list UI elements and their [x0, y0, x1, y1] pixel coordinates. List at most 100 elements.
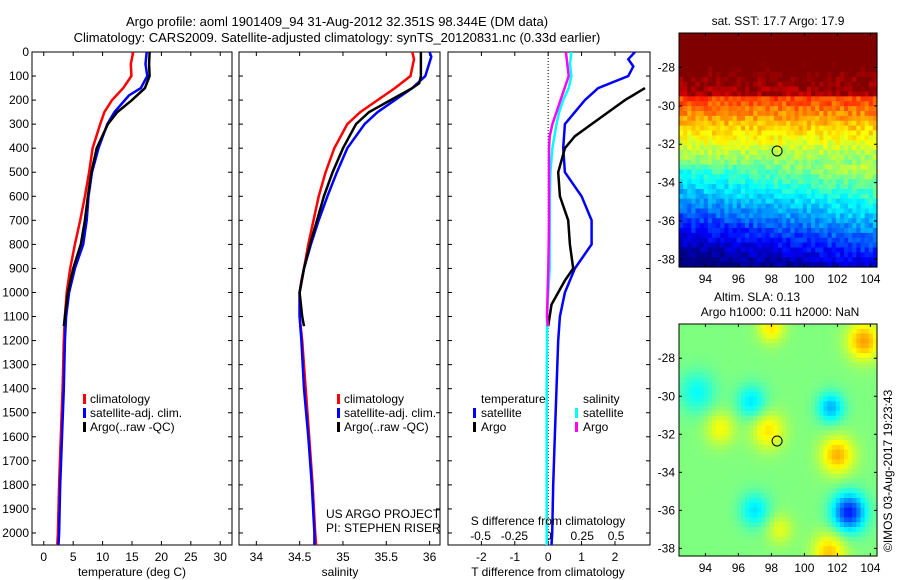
x2-tick-label: 0.5 — [608, 529, 625, 543]
project-annotation-line1: US ARGO PROJECT — [326, 507, 441, 521]
y-tick-label: 1800 — [2, 478, 29, 492]
legend-label-t-satellite: satellite — [481, 406, 522, 420]
y-tick-label: 1300 — [2, 358, 29, 372]
sla-map-title: Altim. SLA: 0.13 — [714, 290, 800, 304]
x-tick-label: 34 — [250, 550, 264, 564]
temperature-legend: climatology satellite-adj. clim. Argo(..… — [83, 392, 182, 434]
y-tick-label: -28 — [658, 61, 676, 75]
figure-title-line1: Argo profile: aoml 1901409_94 31-Aug-201… — [126, 14, 548, 29]
y-tick-label: -30 — [658, 389, 676, 403]
map-field — [679, 324, 878, 557]
legend-label-climatology: climatology — [90, 392, 150, 406]
y-tick-label: -38 — [658, 541, 676, 555]
y-tick-label: -32 — [658, 137, 676, 151]
salinity-legend: climatology satellite-adj. clim. Argo(..… — [337, 392, 436, 434]
argo-location-marker — [771, 435, 783, 447]
salinity-xlabel: salinity — [322, 565, 359, 579]
plot-frame — [31, 51, 233, 546]
x-tick-label: 36 — [423, 550, 437, 564]
x-tick-label: 5 — [70, 550, 77, 564]
series-line-climatology — [298, 51, 416, 546]
legend-label-satellite: satellite-adj. clim. — [90, 406, 182, 420]
y-tick-label: 200 — [9, 93, 29, 107]
y-tick-label: 300 — [9, 117, 29, 131]
difference-panel: -2 -1 0 1 2 -0.5 -0.25 0 0.25 0.5 — [447, 51, 651, 564]
legend-swatch-satellite — [337, 408, 340, 418]
y-tick-label: 1600 — [2, 430, 29, 444]
imos-timestamp: ©IMOS 03-Aug-2017 19:23:43 — [881, 389, 895, 552]
x-tick-label: 35.5 — [375, 550, 399, 564]
x-tick-label: 98 — [765, 561, 779, 575]
y-tick-label: 0 — [22, 45, 29, 59]
legend-label-argo: Argo(..raw -QC) — [344, 420, 429, 434]
temperature-panel: 0100200300400500600700800900100011001200… — [2, 45, 233, 564]
x2-tick-label: -0.5 — [470, 529, 491, 543]
sst-map-title: sat. SST: 17.7 Argo: 17.9 — [712, 14, 845, 28]
x-tick-label: 0 — [40, 550, 47, 564]
y-tick-label: 500 — [9, 165, 29, 179]
argo-location-marker — [771, 145, 783, 157]
legend-label-argo: Argo(..raw -QC) — [90, 420, 175, 434]
x-tick-label: 100 — [794, 561, 814, 575]
x2-tick-label: 0.25 — [571, 529, 595, 543]
x-tick-label: 35 — [336, 550, 350, 564]
map-field — [679, 33, 878, 268]
map-frame — [678, 323, 878, 557]
y-tick-label: 1100 — [3, 310, 29, 324]
series-line-t-argo — [546, 87, 646, 327]
x-tick-label: 30 — [214, 550, 228, 564]
legend-swatch-t-satellite — [473, 408, 476, 418]
legend-swatch-t-argo — [473, 422, 476, 432]
y-tick-label: 1500 — [2, 406, 29, 420]
y-tick-label: 100 — [9, 69, 29, 83]
salinity-panel: 34 34.5 35 35.5 36 — [238, 51, 441, 564]
figure-title-line2: Climatology: CARS2009. Satellite-adjuste… — [74, 30, 601, 45]
y-tick-label: -34 — [658, 176, 676, 190]
legend-swatch-s-satellite — [575, 408, 578, 418]
x-tick-label: 96 — [732, 561, 746, 575]
y-tick-label: -32 — [658, 427, 676, 441]
x-tick-label: -1 — [509, 550, 520, 564]
y-tick-label: 1700 — [2, 454, 29, 468]
series-line-t-satellite — [550, 51, 636, 546]
legend-label-t-argo: Argo — [481, 420, 507, 434]
y-tick-label: 600 — [9, 189, 29, 203]
x-tick-label: 98 — [765, 272, 779, 286]
x-tick-label: 102 — [827, 561, 847, 575]
y-tick-label: 1200 — [2, 334, 29, 348]
legend-label-s-satellite: satellite — [583, 406, 624, 420]
x-tick-label: 94 — [699, 272, 713, 286]
y-tick-label: 800 — [9, 237, 29, 251]
legend-label-s-argo: Argo — [583, 420, 609, 434]
legend-swatch-argo — [83, 422, 86, 432]
legend-swatch-s-argo — [575, 422, 578, 432]
sla-map-subtitle: Argo h1000: 0.11 h2000: NaN — [701, 305, 860, 319]
series-line-argo-raw-qc- — [62, 51, 151, 327]
x-tick-label: 104 — [860, 561, 880, 575]
project-annotation-line2: PI: STEPHEN RISER — [326, 521, 441, 535]
difference-xlabel: T difference from climatology — [471, 565, 625, 579]
sst-map: 94 96 98 100 102 104 -28 -30 -32 -34 -36 -38 — [658, 32, 881, 286]
x-tick-label: 102 — [827, 272, 847, 286]
series-line-argo-raw-qc- — [298, 52, 423, 327]
x-tick-label: 100 — [794, 272, 814, 286]
x-tick-label: -2 — [476, 550, 487, 564]
y-tick-label: 400 — [9, 141, 29, 155]
x-tick-label: 0 — [545, 550, 552, 564]
x-tick-label: 15 — [125, 550, 139, 564]
legend-swatch-climatology — [83, 394, 86, 404]
series-line-s-argo — [545, 51, 570, 327]
y-tick-label: -38 — [658, 252, 676, 266]
x-tick-label: 94 — [699, 561, 713, 575]
x-tick-label: 10 — [96, 550, 110, 564]
x-tick-label: 96 — [732, 272, 746, 286]
temperature-xlabel: temperature (deg C) — [78, 565, 186, 579]
y-tick-label: 1400 — [2, 382, 29, 396]
y-tick-label: 700 — [9, 213, 29, 227]
difference-x2label: S difference from climatology — [471, 514, 626, 528]
x2-tick-label: -0.25 — [501, 529, 529, 543]
legend-swatch-satellite — [83, 408, 86, 418]
plot-frame — [238, 51, 441, 546]
x-tick-label: 2 — [612, 550, 619, 564]
